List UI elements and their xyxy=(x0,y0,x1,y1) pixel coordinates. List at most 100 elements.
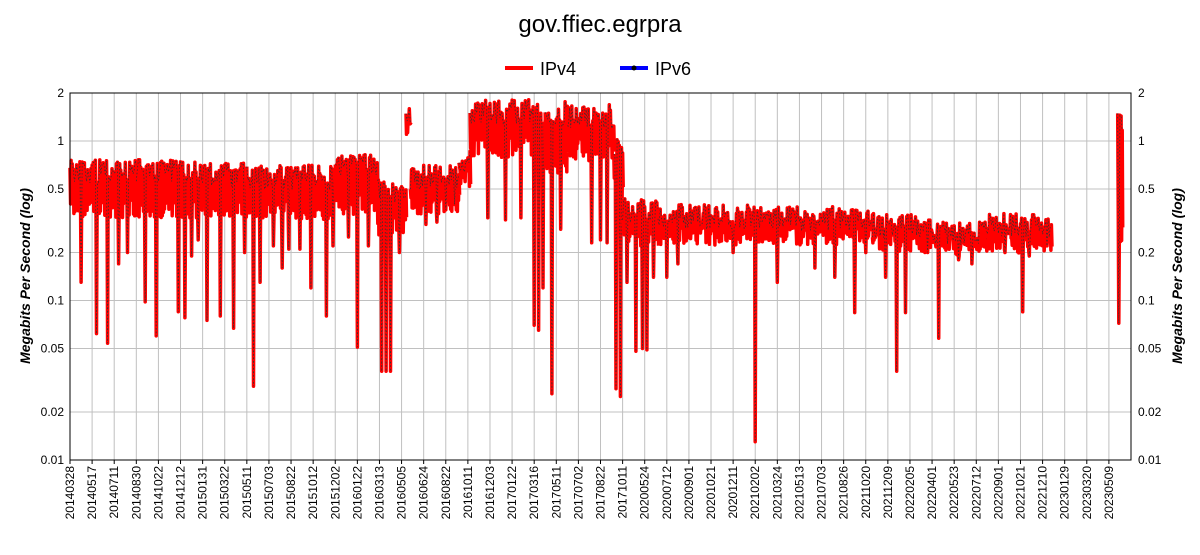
series-line-ipv4 xyxy=(930,220,990,340)
x-tick-label: 20221210 xyxy=(1036,466,1050,520)
x-tick-label: 20230509 xyxy=(1102,466,1116,520)
x-tick-label: 20201021 xyxy=(704,466,718,520)
x-tick-label: 20140830 xyxy=(129,466,143,520)
y-tick-label-left: 0.01 xyxy=(41,453,65,467)
legend-item-ipv4: IPv4 xyxy=(505,59,576,79)
y-tick-label-right: 0.2 xyxy=(1138,245,1155,259)
y-axis-right: 2 1 0.5 0.2 0.1 0.05 0.02 0.01 xyxy=(1138,86,1162,467)
x-axis: 20140328 20140517 20140711 20140830 20141022… xyxy=(63,460,1116,519)
x-tick-label: 20220712 xyxy=(969,466,983,520)
x-tick-label: 20170316 xyxy=(527,466,541,520)
x-tick-label: 20210826 xyxy=(837,466,851,520)
x-tick-label: 20221021 xyxy=(1013,466,1027,520)
series-marker-trace xyxy=(1117,113,1123,324)
legend: IPv4 IPv6 xyxy=(505,59,691,79)
series-line-ipv4 xyxy=(404,107,413,137)
series-line-ipv4 xyxy=(375,178,409,374)
y-tick-label-left: 0.05 xyxy=(41,342,65,356)
y-tick-label-right: 0.5 xyxy=(1138,182,1155,196)
chart-title: gov.ffiec.egrpra xyxy=(518,11,682,38)
x-tick-label: 20171011 xyxy=(616,466,630,519)
x-tick-label: 20211020 xyxy=(859,466,873,519)
series-marker-trace xyxy=(290,165,336,317)
series-marker-trace xyxy=(657,203,763,442)
legend-label-ipv4: IPv4 xyxy=(540,59,576,79)
y-axis-label-right: Megabits Per Second (log) xyxy=(1169,188,1185,364)
x-tick-label: 20161203 xyxy=(483,466,497,520)
y-tick-label-right: 1 xyxy=(1138,134,1145,148)
series-layer xyxy=(68,97,1125,444)
y-tick-label-left: 1 xyxy=(57,134,64,148)
x-tick-label: 20220901 xyxy=(991,466,1005,520)
x-tick-label: 20210703 xyxy=(815,466,829,520)
series-marker-trace xyxy=(335,154,378,348)
x-tick-label: 20220401 xyxy=(925,466,939,520)
series-line-ipv4 xyxy=(620,197,661,354)
x-tick-label: 20200712 xyxy=(660,466,674,520)
x-tick-label: 20230129 xyxy=(1058,466,1072,520)
series-line-ipv4 xyxy=(68,158,139,345)
x-tick-label: 20211209 xyxy=(881,466,895,519)
series-line-ipv4 xyxy=(656,202,765,444)
x-tick-label: 20161011 xyxy=(461,466,475,519)
x-tick-label: 20141212 xyxy=(174,466,188,520)
x-tick-label: 20210513 xyxy=(792,466,806,520)
series-line-ipv4 xyxy=(468,97,548,333)
y-axis-left: 2 1 0.5 0.2 0.1 0.05 0.02 0.01 xyxy=(41,86,65,467)
x-tick-label: 20140711 xyxy=(107,466,121,519)
series-marker-trace xyxy=(931,221,988,339)
x-tick-label: 20151012 xyxy=(306,466,320,520)
x-tick-label: 20150822 xyxy=(284,466,298,520)
x-tick-label: 20230320 xyxy=(1080,466,1094,520)
x-tick-label: 20140517 xyxy=(85,466,99,520)
x-tick-label: 20160122 xyxy=(350,466,364,520)
x-tick-label: 20220205 xyxy=(903,466,917,520)
y-tick-label-right: 0.05 xyxy=(1138,342,1162,356)
series-line-ipv4 xyxy=(200,161,250,330)
series-line-ipv4 xyxy=(289,163,338,318)
series-line-ipv4 xyxy=(543,100,570,396)
x-tick-label: 20160624 xyxy=(417,466,431,520)
legend-label-ipv6: IPv6 xyxy=(655,59,691,79)
y-tick-label-right: 2 xyxy=(1138,86,1145,100)
series-marker-trace xyxy=(246,164,292,387)
x-tick-label: 20220523 xyxy=(947,466,961,520)
series-marker-trace xyxy=(377,179,407,372)
legend-item-ipv6: IPv6 xyxy=(620,59,691,79)
x-tick-label: 20141022 xyxy=(151,466,165,520)
y-tick-label-left: 2 xyxy=(57,86,64,100)
series-line-ipv4 xyxy=(457,149,473,189)
series-marker-trace xyxy=(69,158,137,344)
series-marker-trace xyxy=(872,213,933,372)
series-marker-trace xyxy=(613,138,623,397)
x-tick-label: 20200524 xyxy=(638,466,652,520)
x-tick-label: 20210202 xyxy=(748,466,762,520)
x-tick-label: 20170702 xyxy=(571,466,585,520)
x-tick-label: 20170122 xyxy=(505,466,519,520)
series-marker-trace xyxy=(405,108,411,124)
series-marker-trace xyxy=(202,162,248,329)
series-line-ipv4 xyxy=(333,152,380,349)
x-tick-label: 20140328 xyxy=(63,466,77,520)
x-tick-label: 20210324 xyxy=(770,466,784,520)
x-tick-label: 20160313 xyxy=(372,466,386,520)
series-marker-trace xyxy=(410,164,460,225)
x-tick-label: 20160505 xyxy=(395,466,409,520)
x-tick-label: 20150511 xyxy=(240,466,254,519)
x-tick-label: 20170822 xyxy=(594,466,608,520)
series-marker-trace xyxy=(135,159,203,336)
x-tick-label: 20150322 xyxy=(218,466,232,520)
y-tick-label-right: 0.1 xyxy=(1138,294,1155,308)
x-tick-label: 20150703 xyxy=(262,466,276,520)
series-marker-trace xyxy=(761,206,873,313)
series-line-ipv4 xyxy=(408,163,462,227)
y-tick-label-right: 0.01 xyxy=(1138,453,1162,467)
series-marker-trace xyxy=(458,151,471,172)
series-marker-trace xyxy=(986,213,1052,312)
x-tick-label: 20170511 xyxy=(549,466,563,519)
series-line-ipv4 xyxy=(985,211,1054,314)
y-tick-label-left: 0.02 xyxy=(41,405,65,419)
series-marker-trace xyxy=(544,101,568,394)
